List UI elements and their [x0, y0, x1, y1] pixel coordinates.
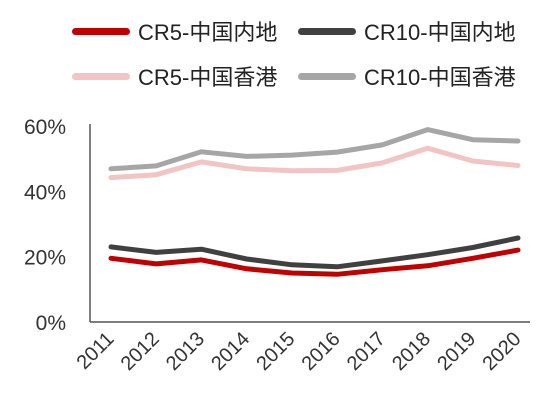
legend: CR5-中国内地 CR10-中国内地 CR5-中国香港 CR10-中国香港: [0, 0, 554, 110]
legend-swatch-cr10-hongkong: [298, 72, 356, 80]
x-tick-label: 2015: [252, 328, 299, 375]
legend-item-cr5-hongkong: CR5-中国香港: [72, 63, 278, 90]
legend-label-cr10-mainland: CR10-中国内地: [364, 20, 516, 45]
y-tick-labels: 0% 20% 40% 60%: [24, 116, 66, 335]
y-tick-label: 20%: [24, 247, 66, 270]
y-tick-label: 60%: [24, 116, 66, 139]
legend-swatch-cr10-mainland: [298, 27, 356, 35]
legend-item-cr10-mainland: CR10-中国内地: [298, 18, 516, 45]
series-lines: [108, 127, 521, 277]
legend-swatch-cr5-mainland: [72, 27, 130, 35]
x-tick-label: 2017: [343, 328, 390, 375]
legend-item-cr5-mainland: CR5-中国内地: [72, 18, 278, 45]
series-line-0: [108, 247, 521, 277]
x-tick-label: 2019: [433, 328, 480, 375]
y-tick-label: 40%: [24, 181, 66, 204]
x-tick-label: 2014: [207, 328, 254, 375]
legend-label-cr5-mainland: CR5-中国内地: [138, 20, 278, 45]
legend-item-cr10-hongkong: CR10-中国香港: [298, 63, 516, 90]
x-tick-label: 2012: [117, 328, 164, 375]
legend-label-cr5-hongkong: CR5-中国香港: [138, 65, 278, 90]
x-tick-label: 2011: [73, 328, 119, 374]
x-tick-label: 2020: [479, 328, 526, 375]
series-line-3: [108, 127, 521, 172]
series-line-2: [108, 145, 521, 181]
x-tick-label: 2013: [162, 328, 209, 375]
legend-label-cr10-hongkong: CR10-中国香港: [364, 65, 516, 90]
x-tick-label: 2018: [388, 328, 435, 375]
legend-swatch-cr5-hongkong: [72, 72, 130, 80]
series-line-1: [108, 235, 521, 270]
x-tick-label: 2016: [298, 328, 345, 375]
y-tick-label: 0%: [36, 312, 66, 335]
